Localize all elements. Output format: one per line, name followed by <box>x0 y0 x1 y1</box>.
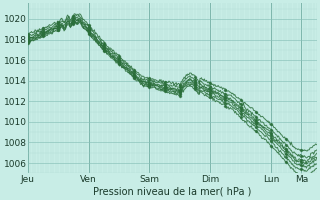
X-axis label: Pression niveau de la mer( hPa ): Pression niveau de la mer( hPa ) <box>93 187 252 197</box>
